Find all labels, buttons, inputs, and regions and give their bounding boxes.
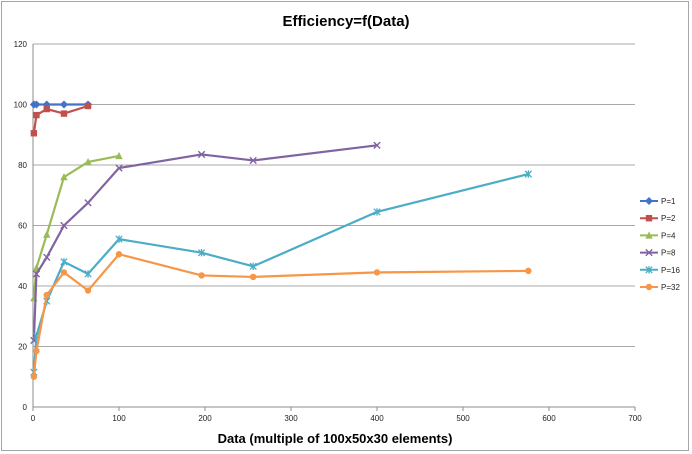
data-point [115,251,123,258]
data-point [33,347,40,355]
data-point [373,269,381,276]
y-tick-label: 0 [23,403,28,412]
legend-entry: P=8 [640,249,676,258]
legend-marker [645,283,653,291]
series-line [32,173,529,373]
series-layer [29,100,533,380]
series-p8 [30,141,381,345]
chart-title: Efficiency=f(Data) [282,13,409,30]
x-tick-label: 100 [112,414,126,423]
data-point [115,151,123,160]
legend-entry: P=16 [640,266,680,275]
data-point [60,173,68,181]
legend: P=1 P=2 P=4 P=8 P=16 P=32 [640,197,680,292]
data-point [524,170,533,178]
data-point [43,105,50,113]
grid-layer [33,43,635,347]
data-point [30,373,38,380]
series-line [32,144,378,341]
legend-marker [645,231,653,239]
data-point [60,221,68,230]
series-p4 [30,151,123,302]
series-line [32,104,89,134]
data-point [84,157,92,166]
y-tick-label: 60 [18,222,27,231]
y-tick-label: 80 [18,161,27,170]
y-tick-label: 120 [14,40,28,49]
legend-marker [645,197,653,205]
data-point [43,230,51,238]
x-tick-label: 300 [284,414,298,423]
x-axis-label: Data (multiple of 100x50x30 elements) [218,431,453,446]
series-line [32,154,120,299]
data-point [32,100,41,109]
data-point [115,164,123,172]
data-point [43,253,51,261]
legend-marker [645,215,653,222]
x-tick-label: 600 [542,414,556,423]
x-tick-label: 500 [456,414,470,423]
legend-label: P=32 [661,283,680,292]
legend-label: P=2 [661,214,676,223]
data-point [197,249,206,257]
series-line [32,253,529,377]
data-point [30,130,38,137]
legend-label: P=1 [661,197,676,206]
data-point [525,267,532,275]
x-tick-label: 200 [198,414,212,423]
data-point [60,258,68,266]
data-point [115,235,123,243]
data-point [43,291,50,299]
x-tick-label: 400 [370,414,384,423]
data-point [197,150,206,159]
data-point [84,287,92,294]
data-point [84,102,92,110]
y-tick-label: 20 [18,343,27,352]
data-point [60,110,68,117]
data-point [249,156,257,165]
data-point [249,273,257,281]
data-point [84,270,92,278]
legend-entry: P=1 [640,197,676,206]
series-p16 [30,170,533,376]
legend-entry: P=32 [640,283,680,292]
legend-entry: P=4 [640,231,676,240]
legend-label: P=16 [661,266,680,275]
data-point [84,199,92,207]
legend-label: P=8 [661,249,676,258]
x-tick-label: 0 [31,414,36,423]
data-point [373,141,381,150]
legend-marker [645,248,653,257]
legend-entry: P=2 [640,214,676,223]
series-p32 [30,251,532,380]
data-point [249,262,257,271]
data-point [33,111,40,119]
axis-layer: 0 20 40 60 80 100 120 0 100 200 300 400 500 600 700 [14,40,643,423]
y-tick-label: 40 [18,282,27,291]
y-tick-label: 100 [14,101,28,110]
data-point [373,208,381,216]
x-tick-label: 700 [628,414,642,423]
legend-label: P=4 [661,231,676,240]
data-point [59,100,68,109]
legend-marker [645,266,653,274]
data-point [60,269,68,276]
data-point [198,272,205,279]
series-p2 [30,102,92,137]
data-point [32,270,41,278]
